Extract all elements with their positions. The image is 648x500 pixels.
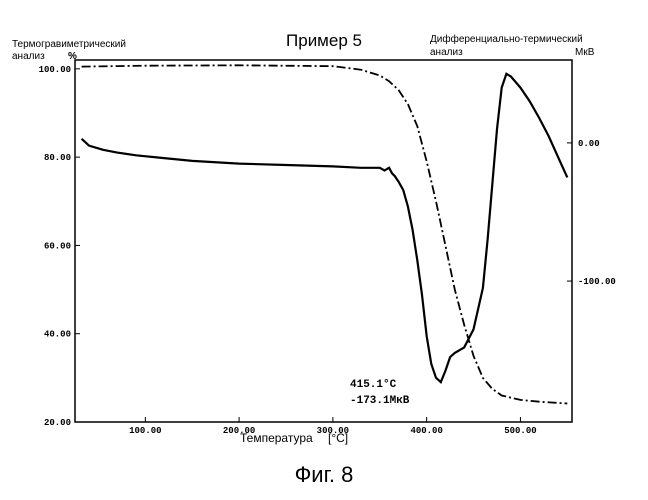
right-y-tick-label: -100.00 bbox=[578, 277, 616, 287]
left-y-tick-label: 100.00 bbox=[39, 65, 71, 75]
x-tick-label: 500.00 bbox=[504, 426, 536, 436]
chart: Пример 5 Термогравиметрический анализ % … bbox=[0, 0, 648, 460]
left-y-tick-label: 20.00 bbox=[44, 418, 71, 428]
x-tick-label: 100.00 bbox=[129, 426, 161, 436]
series-tg-curve bbox=[82, 65, 568, 403]
x-tick-label: 400.00 bbox=[410, 426, 442, 436]
left-y-tick-label: 40.00 bbox=[44, 330, 71, 340]
x-axis-ticks: 100.00 200.00 300.00 400.00 500.00 bbox=[129, 417, 537, 436]
chart-title: Пример 5 bbox=[286, 31, 362, 50]
left-y-axis-ticks: 100.00 80.00 60.00 40.00 20.00 bbox=[39, 65, 80, 428]
plot-frame bbox=[75, 60, 572, 422]
x-tick-label: 300.00 bbox=[317, 426, 349, 436]
right-axis-label-line1: Дифференциально-термический bbox=[430, 33, 583, 45]
right-axis-label-line2: анализ bbox=[430, 47, 463, 58]
x-tick-label: 200.00 bbox=[223, 426, 255, 436]
figure-caption: Фиг. 8 bbox=[0, 462, 648, 488]
left-y-tick-label: 60.00 bbox=[44, 241, 71, 251]
left-axis-label-line2: анализ bbox=[12, 51, 45, 62]
left-axis-unit: % bbox=[68, 51, 77, 62]
right-axis-unit: МкВ bbox=[575, 47, 595, 58]
right-y-tick-label: 0.00 bbox=[578, 139, 600, 149]
annotation-temperature: 415.1°C bbox=[350, 379, 397, 391]
series-dta-curve bbox=[82, 74, 568, 382]
right-y-axis-ticks: 0.00 -100.00 bbox=[567, 139, 616, 287]
left-y-tick-label: 80.00 bbox=[44, 153, 71, 163]
left-axis-label-line1: Термогравиметрический bbox=[12, 39, 126, 50]
annotation-value: -173.1МкВ bbox=[350, 395, 410, 407]
